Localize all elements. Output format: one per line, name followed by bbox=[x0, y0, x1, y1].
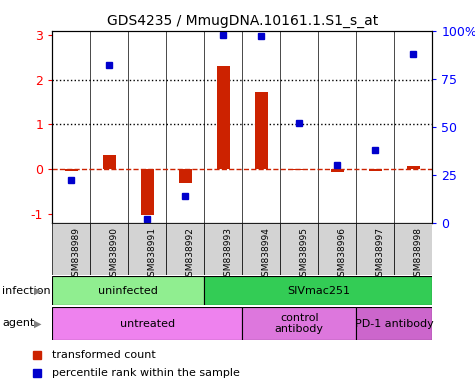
Bar bbox=[90, 223, 128, 275]
Text: ▶: ▶ bbox=[34, 318, 42, 328]
Text: agent: agent bbox=[2, 318, 35, 328]
Text: GSM838996: GSM838996 bbox=[337, 227, 346, 282]
Bar bbox=[356, 223, 394, 275]
Bar bbox=[128, 223, 166, 275]
Bar bbox=[65, 169, 78, 171]
Text: GSM838993: GSM838993 bbox=[223, 227, 232, 282]
Text: GSM838990: GSM838990 bbox=[109, 227, 118, 282]
Text: GSM838991: GSM838991 bbox=[147, 227, 156, 282]
Bar bbox=[179, 169, 192, 182]
Text: GSM838997: GSM838997 bbox=[375, 227, 384, 282]
Bar bbox=[255, 92, 268, 169]
Text: ▶: ▶ bbox=[34, 286, 42, 296]
Bar bbox=[369, 169, 382, 171]
Bar bbox=[217, 66, 230, 169]
Bar bbox=[407, 166, 420, 169]
Bar bbox=[331, 169, 344, 172]
Bar bbox=[242, 307, 356, 340]
Bar bbox=[394, 223, 432, 275]
Bar bbox=[166, 223, 204, 275]
Text: PD-1 antibody: PD-1 antibody bbox=[355, 318, 434, 329]
Text: uninfected: uninfected bbox=[98, 286, 158, 296]
Bar bbox=[242, 223, 280, 275]
Bar bbox=[356, 307, 432, 340]
Bar bbox=[141, 169, 154, 215]
Title: GDS4235 / MmugDNA.10161.1.S1_s_at: GDS4235 / MmugDNA.10161.1.S1_s_at bbox=[106, 14, 378, 28]
Text: infection: infection bbox=[2, 286, 51, 296]
Text: transformed count: transformed count bbox=[52, 350, 156, 360]
Text: GSM838998: GSM838998 bbox=[413, 227, 422, 282]
Text: percentile rank within the sample: percentile rank within the sample bbox=[52, 367, 240, 377]
Bar bbox=[204, 223, 242, 275]
Bar bbox=[318, 223, 356, 275]
Bar bbox=[204, 276, 432, 305]
Bar bbox=[293, 169, 306, 170]
Text: control
antibody: control antibody bbox=[275, 313, 324, 334]
Bar bbox=[52, 223, 90, 275]
Text: GSM838994: GSM838994 bbox=[261, 227, 270, 282]
Bar bbox=[280, 223, 318, 275]
Text: GSM838992: GSM838992 bbox=[185, 227, 194, 282]
Text: GSM838989: GSM838989 bbox=[71, 227, 80, 282]
Text: untreated: untreated bbox=[120, 318, 175, 329]
Text: SIVmac251: SIVmac251 bbox=[287, 286, 350, 296]
Bar bbox=[52, 307, 242, 340]
Bar bbox=[103, 155, 116, 169]
Text: GSM838995: GSM838995 bbox=[299, 227, 308, 282]
Bar bbox=[52, 276, 204, 305]
